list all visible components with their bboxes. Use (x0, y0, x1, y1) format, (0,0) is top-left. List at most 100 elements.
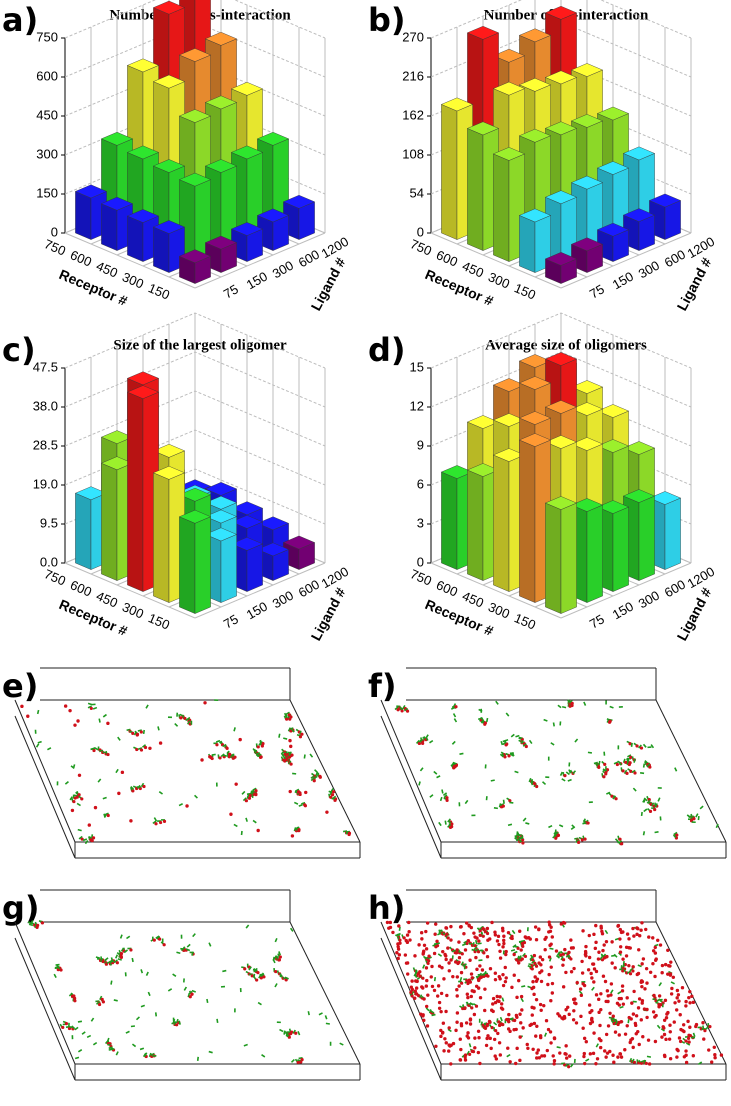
x-axis-label: Receptor # (423, 266, 496, 309)
receptor (675, 988, 680, 993)
ligand (287, 727, 292, 732)
receptor (669, 960, 673, 964)
receptor (675, 833, 679, 837)
receptor (572, 966, 576, 971)
ligand (646, 1055, 652, 1058)
ligand (399, 706, 404, 711)
ligand (583, 818, 586, 823)
receptor (534, 964, 539, 968)
receptor (552, 1059, 557, 1063)
z-tick-label: 150 (36, 185, 58, 200)
ligand (292, 1029, 296, 1034)
receptor (482, 951, 486, 955)
ligand (429, 794, 434, 798)
receptor (684, 1049, 688, 1053)
receptor (278, 955, 282, 959)
ligand (610, 989, 614, 994)
receptor (298, 735, 303, 739)
ligand (437, 932, 442, 936)
x-tick-label: 450 (94, 588, 120, 610)
receptor (93, 805, 98, 810)
receptor (435, 994, 440, 998)
bar-face (441, 471, 458, 570)
receptor (682, 1029, 686, 1034)
receptor (538, 955, 543, 959)
ligand (452, 713, 457, 718)
ligand (630, 742, 633, 747)
receptor (119, 954, 123, 958)
ligand (633, 758, 636, 763)
receptor (468, 958, 472, 962)
receptor (135, 747, 139, 752)
receptor (502, 941, 506, 946)
ligand (90, 834, 94, 839)
snapshot-panel: h) (368, 889, 727, 1081)
ligand (273, 955, 277, 960)
receptor (413, 996, 417, 1000)
ligand (92, 1041, 98, 1046)
ligand (556, 1046, 561, 1049)
receptor (101, 959, 105, 964)
bar-top (466, 25, 500, 40)
ligand (528, 739, 533, 745)
bar-top (622, 208, 656, 222)
receptor (625, 1024, 629, 1028)
receptor (532, 953, 537, 958)
receptor (458, 1058, 463, 1062)
receptor (294, 1031, 298, 1035)
receptor (473, 1036, 477, 1040)
ligand (433, 977, 437, 982)
receptor (26, 714, 30, 718)
receptor (665, 1012, 669, 1016)
ligand (104, 957, 109, 961)
bar-top (282, 194, 316, 209)
z-tick-label: 38.0 (33, 398, 58, 413)
receptor (620, 842, 624, 846)
receptor (519, 994, 524, 999)
ligand (419, 767, 424, 772)
receptor (609, 982, 614, 986)
receptor (632, 1060, 637, 1064)
bar-top (622, 146, 656, 161)
ligand (552, 834, 557, 839)
ligand (125, 1030, 130, 1034)
ligand (638, 744, 642, 749)
receptor (589, 971, 593, 976)
y-tick-label: 150 (610, 269, 636, 293)
receptor (653, 958, 658, 963)
receptor (498, 949, 502, 954)
receptor (515, 1046, 519, 1051)
receptor (447, 1026, 451, 1030)
receptor (424, 966, 429, 970)
receptor (476, 986, 481, 990)
receptor (599, 926, 603, 930)
receptor (472, 1012, 477, 1017)
box-edge (655, 699, 727, 843)
receptor (288, 738, 292, 743)
receptor (639, 1018, 643, 1022)
receptor (405, 940, 410, 945)
ligand (654, 831, 659, 834)
receptor (670, 986, 674, 991)
receptor (64, 1022, 69, 1026)
bar-top (518, 128, 552, 143)
receptor (635, 744, 639, 748)
ligand (77, 1049, 83, 1053)
receptor (460, 952, 464, 956)
receptor (545, 1048, 550, 1053)
bar-face (638, 495, 655, 581)
ligand (510, 733, 515, 738)
ligand (619, 1005, 624, 1009)
ligand (490, 779, 495, 782)
receptor (484, 974, 489, 978)
receptor (662, 1018, 667, 1022)
bar-top (518, 411, 552, 425)
ligand (511, 929, 516, 935)
receptor (469, 972, 474, 976)
bar-top (518, 77, 552, 92)
receptor (444, 1009, 448, 1014)
receptor (287, 1035, 291, 1039)
chart-panel: c) Size of the largest oligomer 0.0 9.5 19.0… (2, 312, 351, 643)
receptor (440, 966, 444, 970)
ligand (145, 704, 149, 709)
